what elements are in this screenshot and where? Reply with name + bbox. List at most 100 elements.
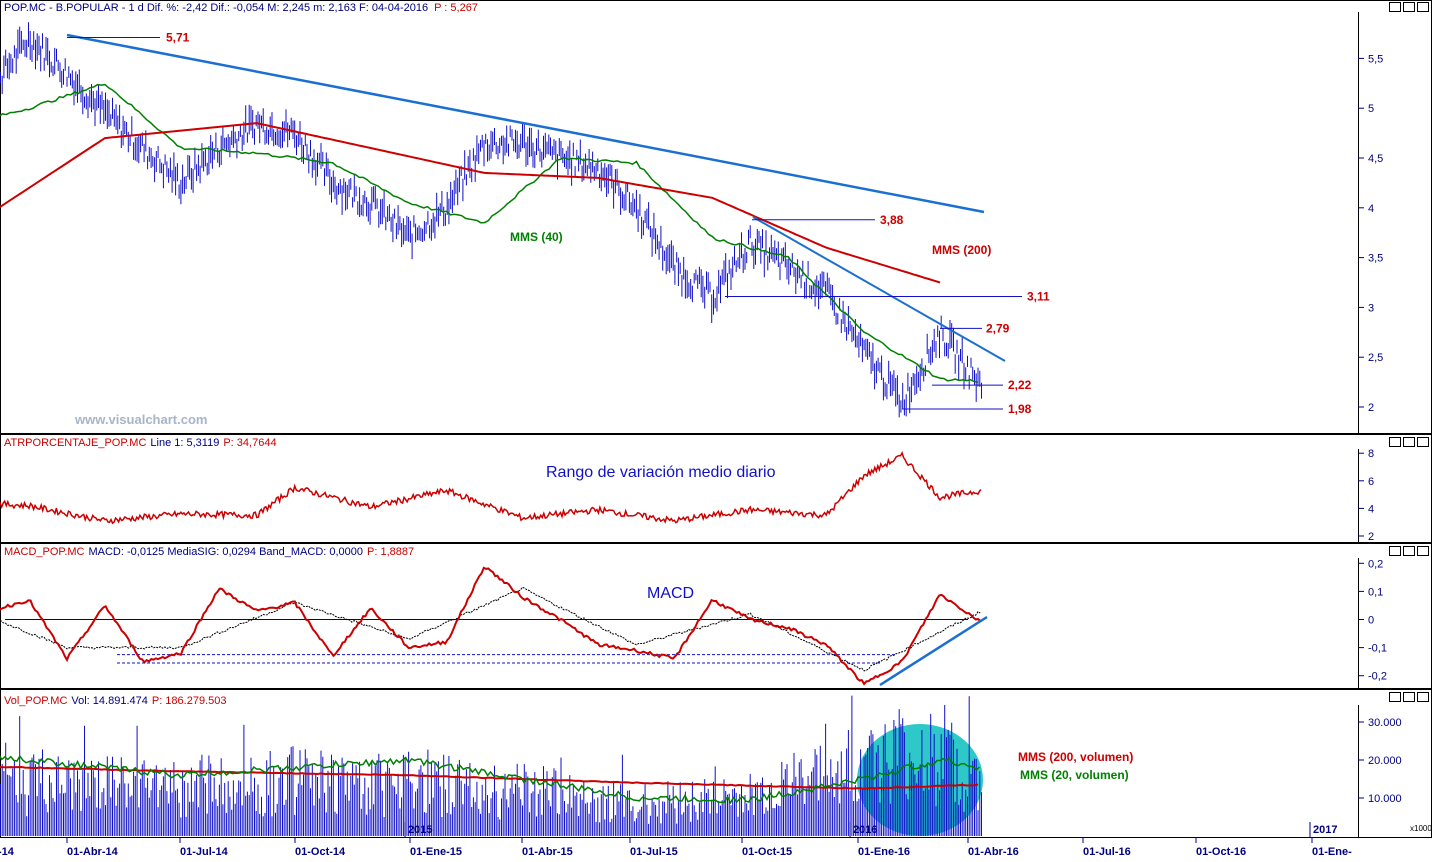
macd-y-tick-label: 0 [1368,615,1374,627]
close-button[interactable] [1417,546,1429,556]
macd-signal-line [0,586,981,672]
x-tick-label: 01-Ene-15 [410,846,462,857]
macd-y-tick-label: -0,1 [1368,643,1387,655]
minimize-button[interactable] [1389,2,1401,12]
price-y-tick-label: 3,5 [1368,253,1383,265]
y-axis-lines [0,12,1432,838]
price-y-tick-label: 2,5 [1368,352,1383,364]
macd-panel-frame [0,543,1432,689]
price-bars [0,22,982,418]
mms200-line [0,122,941,284]
volume-y-tick-label: 10.000 [1368,793,1402,805]
price-header-p: P : 5,267 [434,2,478,14]
volume-mms200-line [0,765,979,790]
mms200-label: MMS (200) [932,243,991,257]
year-marker: 2015 [408,824,432,836]
x-tick-label: 01-Ene-16 [858,846,910,857]
price-y-tick-label: 2 [1368,402,1374,414]
volume-y-tick-label: 30.000 [1368,717,1402,729]
atr-y-tick-label: 2 [1368,531,1374,543]
maximize-button[interactable] [1403,692,1415,702]
mms40-line [0,83,979,383]
minimize-button[interactable] [1389,546,1401,556]
trendline-long [66,33,985,214]
atr-panel-header: ATRPORCENTAJE_POP.MC Line 1: 5,3119 P: 34,… [4,437,277,449]
level-label: 5,71 [166,30,190,44]
vol-mms20-label: MMS (20, volumen) [1020,768,1129,782]
macd-header-mid: MACD: -0,0125 MediaSIG: 0,0294 Band_MACD… [88,546,363,558]
price-bar-series [0,22,982,418]
vol-mms200-label: MMS (200, volumen) [1018,750,1133,764]
atr-plot [0,450,982,525]
x-tick-label: 01-Abr-15 [522,846,573,857]
x-tick-label: 01-Oct-14 [295,846,346,857]
price-plot: 5,71 3,88 3,11 2,79 2,22 1,98 [0,22,1050,418]
volume-mms20-line [0,754,981,805]
price-panel-frame [0,0,1432,434]
atr-header-mid: Line 1: 5,3119 [150,437,219,449]
window-controls [1389,2,1429,702]
volume-header-mid: Vol: 14.891.474 [71,695,147,707]
macd-annotation: MACD [647,585,694,602]
mms40-label: MMS (40) [510,230,563,244]
volume-bars [0,695,982,836]
atr-y-tick-label: 8 [1368,448,1374,460]
x-tick-label: 01-Oct-15 [742,846,792,857]
x-tick-label: 01-Ene- [1312,846,1352,857]
volume-unit: x1000 [1410,824,1432,833]
level-label: 2,79 [986,321,1010,335]
macd-y-tick-label: 0,1 [1368,586,1383,598]
price-panel-controls [1389,2,1429,12]
x-tick-label: 01-Jul-14 [180,846,229,857]
watermark: www.visualchart.com [74,412,207,427]
minimize-button[interactable] [1389,437,1401,447]
atr-line [0,450,982,525]
macd-header-name: MACD_POP.MC [4,546,85,558]
x-tick-label: -14 [0,846,15,857]
atr-y-tick-label: 6 [1368,476,1374,488]
price-header-text: POP.MC - B.POPULAR - 1 d Dif. %: -2,42 D… [4,2,428,14]
atr-panel-frame [0,434,1432,543]
atr-annotation: Rango de variación medio diario [546,464,776,481]
macd-line [0,566,981,686]
macd-y-tick-label: 0,2 [1368,558,1383,570]
x-tick-label: 01-Jul-15 [630,846,678,857]
maximize-button[interactable] [1403,2,1415,12]
x-tick-label: 01-Abr-14 [67,846,119,857]
close-button[interactable] [1417,692,1429,702]
atr-header-p: P: 34,7644 [223,437,276,449]
maximize-button[interactable] [1403,437,1415,447]
volume-panel-controls [1389,692,1429,702]
x-tick-label: 01-Oct-16 [1196,846,1246,857]
price-y-tick-label: 5 [1368,103,1374,115]
x-tick-label: 01-Jul-16 [1083,846,1131,857]
macd-plot [0,566,988,687]
macd-panel-header: MACD_POP.MC MACD: -0,0125 MediaSIG: 0,029… [4,546,414,558]
macd-y-tick-label: -0,2 [1368,671,1387,683]
price-y-tick-label: 4,5 [1368,153,1383,165]
level-label: 1,98 [1008,402,1032,416]
close-button[interactable] [1417,2,1429,12]
level-label: 3,11 [1027,289,1050,303]
volume-header-p: P: 186.279.503 [152,695,227,707]
atr-header-name: ATRPORCENTAJE_POP.MC [4,437,146,449]
price-y-tick-label: 3 [1368,302,1374,314]
price-y-tick-label: 4 [1368,203,1374,215]
year-marker: 2017 [1313,824,1337,836]
level-label: 2,22 [1008,378,1032,392]
maximize-button[interactable] [1403,546,1415,556]
minimize-button[interactable] [1389,692,1401,702]
volume-y-tick-label: 20.000 [1368,755,1402,767]
volume-plot: 2015 2016 2017 [0,695,1337,837]
trendline-short [752,216,1006,362]
price-y-tick-label: 5,5 [1368,53,1383,65]
macd-trendline [879,615,988,687]
volume-panel-frame [0,689,1432,838]
volume-panel-header: Vol_POP.MC Vol: 14.891.474 P: 186.279.503 [4,695,226,707]
year-marker: 2016 [853,824,877,836]
panel-frames [0,0,1432,838]
level-label: 3,88 [880,213,904,227]
close-button[interactable] [1417,437,1429,447]
atr-panel-controls [1389,437,1429,447]
